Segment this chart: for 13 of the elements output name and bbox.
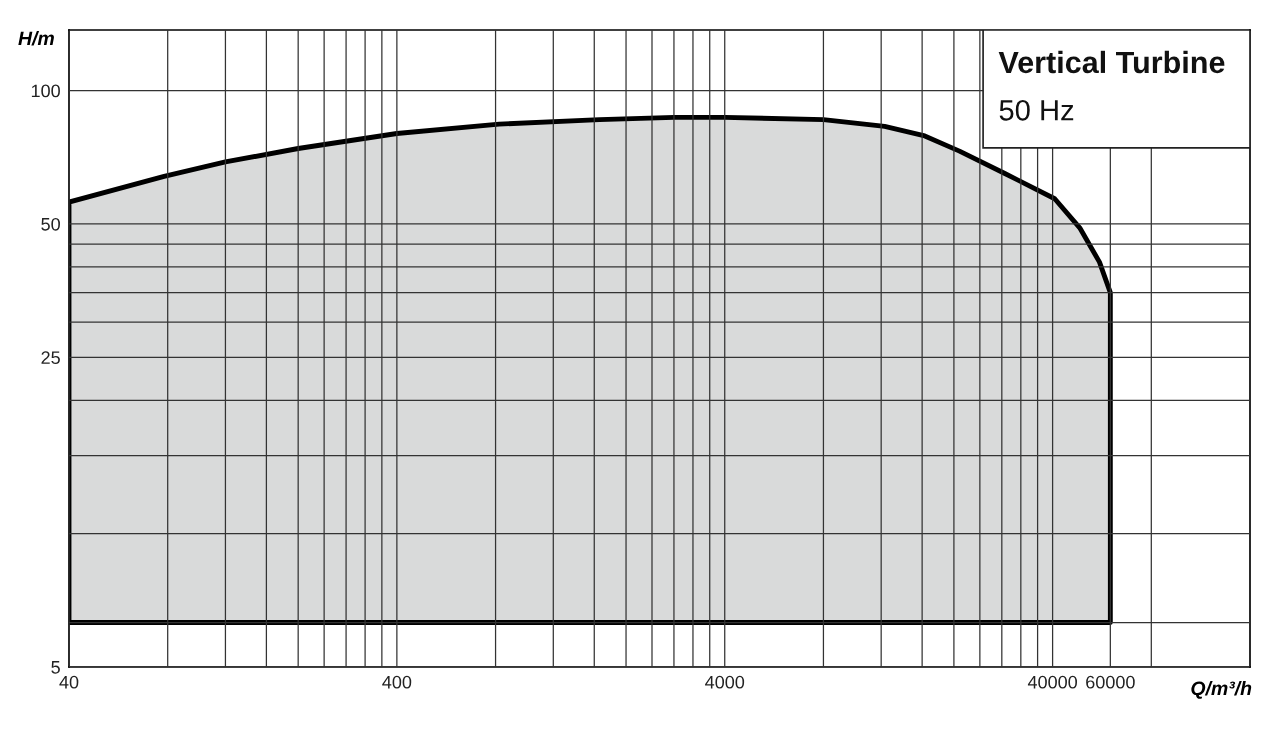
y-axis-title: H/m xyxy=(18,30,54,46)
x-tick-label: 4000 xyxy=(705,675,745,689)
text: 50 Hz xyxy=(999,99,1074,121)
x-tick-label: 60000 xyxy=(1086,675,1135,689)
x-tick-label: 40 xyxy=(59,675,79,689)
y-tick-label: 50 xyxy=(41,217,60,231)
y-tick-label: 5 xyxy=(51,661,60,674)
y-tick-label: 25 xyxy=(41,351,60,365)
x-tick-label: 40000 xyxy=(1027,675,1077,689)
x-axis-title: Q/m³/h xyxy=(1191,680,1252,699)
x-tick-label: 400 xyxy=(382,675,412,689)
text: Vertical Turbine xyxy=(998,50,1225,74)
y-tick-label: 100 xyxy=(31,84,60,98)
